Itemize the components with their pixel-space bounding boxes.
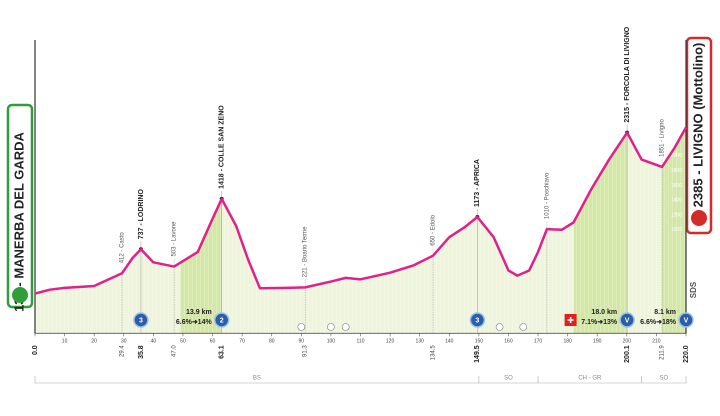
x-tick-label: 50 bbox=[180, 339, 186, 345]
climb-length: 18.0 km bbox=[591, 309, 617, 316]
km-mark-label: 63.1 bbox=[219, 345, 226, 359]
border-cross bbox=[567, 317, 574, 323]
km-mark-label: 134.5 bbox=[431, 345, 437, 361]
zone-label: BS bbox=[253, 376, 261, 382]
km-mark-label: 200.1 bbox=[624, 345, 631, 363]
feed-icon bbox=[341, 323, 350, 331]
x-tick-label: 70 bbox=[239, 339, 245, 345]
x-tick-label: 10 bbox=[62, 339, 68, 345]
x-tick-label: 160 bbox=[504, 339, 513, 345]
climb-length: 8.1 km bbox=[654, 309, 676, 316]
feed-icon bbox=[495, 323, 504, 331]
feed-icon bbox=[297, 323, 306, 331]
x-tick-label: 140 bbox=[445, 339, 454, 345]
feed-icon bbox=[327, 323, 335, 331]
km-mark-label: 29.4 bbox=[120, 345, 126, 357]
km-mark-label: 220.0 bbox=[683, 345, 690, 363]
x-tick-label: 150 bbox=[475, 339, 484, 345]
gpm-icon bbox=[213, 312, 230, 328]
x-tick-label: 60 bbox=[210, 339, 216, 345]
x-tick-label: 130 bbox=[416, 339, 425, 345]
x-tick-label: 180 bbox=[563, 339, 572, 345]
km-mark-label: 149.5 bbox=[474, 345, 481, 363]
km-mark-label: 0.0 bbox=[32, 345, 39, 355]
y-tick-label: 1200 bbox=[671, 212, 682, 218]
gpm-icon bbox=[678, 312, 694, 328]
sds-label: SDS bbox=[689, 281, 698, 298]
landmark-label: 221 - Boario Terme bbox=[303, 226, 309, 278]
x-tick-label: 100 bbox=[327, 339, 336, 345]
finish-icon bbox=[691, 210, 707, 226]
gpm-icon bbox=[469, 312, 486, 328]
landmark-label: 2315 - FORCOLA DI LIVIGNO bbox=[624, 26, 631, 122]
climb-grade: 7.1%➜13% bbox=[581, 319, 618, 326]
landmark-label: 737 - LODRINO bbox=[138, 189, 145, 240]
landmark-label: 1418 - COLLE SAN ZENO bbox=[219, 105, 226, 189]
start-box bbox=[6, 103, 34, 309]
x-tick-label: 120 bbox=[386, 339, 395, 345]
km-mark-label: 91.3 bbox=[303, 345, 309, 357]
profile-line bbox=[34, 126, 688, 295]
climb-grade: 6.6%➜18% bbox=[640, 319, 677, 326]
km-mark-label: 35.8 bbox=[138, 345, 145, 359]
gpm-category: 2 bbox=[220, 317, 224, 324]
finish-label: 2385 - LIVIGNO (Mottolino) bbox=[690, 43, 705, 208]
x-tick-label: 170 bbox=[534, 339, 543, 345]
zone-label: SO bbox=[659, 376, 668, 382]
gpm-category: 3 bbox=[139, 317, 143, 324]
x-tick-label: 200 bbox=[623, 339, 632, 345]
finish-box bbox=[685, 36, 713, 235]
km-mark-label: 47.0 bbox=[172, 345, 178, 357]
climb-length: 13.9 km bbox=[186, 309, 212, 316]
gpm-icon bbox=[133, 312, 149, 328]
landmark-label: 503 - Lavone bbox=[172, 221, 178, 257]
landmark-label: 1010 - Poschiavo bbox=[545, 172, 551, 219]
y-tick-label: 2000 bbox=[671, 153, 682, 159]
x-tick-label: 40 bbox=[151, 339, 157, 345]
y-tick-label: 1000 bbox=[671, 227, 682, 233]
profile-stripes bbox=[35, 127, 686, 334]
x-tick-label: 90 bbox=[299, 339, 305, 345]
y-tick-label: 1600 bbox=[671, 183, 682, 189]
climb-grade: 6.6%➜14% bbox=[176, 319, 213, 326]
y-tick-label: 1800 bbox=[671, 168, 682, 174]
start-icon bbox=[12, 287, 28, 303]
gpm-category: 3 bbox=[475, 317, 479, 324]
x-tick-label: 20 bbox=[91, 339, 97, 345]
x-tick-label: 30 bbox=[121, 339, 127, 345]
km-mark-label: 211.9 bbox=[660, 345, 666, 360]
gpm-category: V bbox=[684, 317, 689, 324]
x-tick-label: 80 bbox=[269, 339, 275, 345]
landmark-label: 1851 - Livigno bbox=[660, 119, 666, 157]
feed-icon bbox=[519, 323, 528, 331]
landmark-label: 1173 - APRICA bbox=[474, 159, 481, 207]
zone-label: CH - GR bbox=[578, 376, 602, 382]
start-label: 138 - MANERBA DEL GARDA bbox=[11, 131, 26, 311]
y-tick-label: 1400 bbox=[671, 198, 682, 204]
landmark-label: 650 - Edolo bbox=[431, 214, 437, 245]
gpm-category: V bbox=[625, 317, 630, 324]
x-tick-label: 110 bbox=[357, 339, 365, 345]
landmark-label: 412 - Casto bbox=[120, 232, 126, 264]
x-tick-label: 210 bbox=[652, 339, 661, 345]
gpm-icon bbox=[619, 312, 635, 328]
x-tick-label: 190 bbox=[593, 339, 602, 345]
zone-label: SO bbox=[504, 376, 513, 382]
